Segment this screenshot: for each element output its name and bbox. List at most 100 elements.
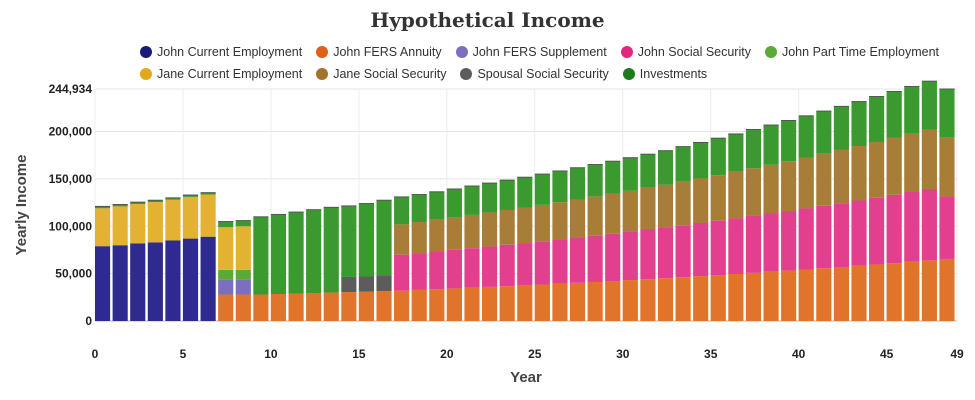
- bar-segment-8[interactable]: [482, 183, 498, 213]
- bar-segment-8[interactable]: [165, 197, 181, 200]
- bar-segment-3[interactable]: [939, 196, 955, 259]
- bar-segment-8[interactable]: [147, 200, 163, 203]
- bar-segment-0[interactable]: [165, 240, 181, 321]
- bar-segment-8[interactable]: [130, 202, 146, 205]
- bar-stack-year-3[interactable]: [147, 199, 163, 321]
- bar-stack-year-31[interactable]: [640, 153, 656, 321]
- legend-item[interactable]: John FERS Annuity: [316, 45, 442, 59]
- bar-segment-8[interactable]: [235, 220, 251, 227]
- bar-segment-5[interactable]: [95, 208, 111, 247]
- bar-segment-3[interactable]: [886, 194, 902, 264]
- bar-segment-6[interactable]: [851, 146, 867, 201]
- bar-segment-3[interactable]: [517, 243, 533, 286]
- bar-stack-year-35[interactable]: [710, 137, 726, 321]
- bar-stack-year-48[interactable]: [939, 88, 955, 321]
- bar-segment-5[interactable]: [130, 204, 146, 244]
- bar-segment-3[interactable]: [429, 251, 445, 290]
- bar-stack-year-47[interactable]: [921, 80, 937, 321]
- bar-stack-year-44[interactable]: [869, 96, 885, 321]
- bar-segment-3[interactable]: [798, 208, 814, 270]
- bar-stack-year-6[interactable]: [200, 192, 216, 321]
- bar-segment-8[interactable]: [464, 186, 480, 215]
- bar-segment-1[interactable]: [517, 285, 533, 321]
- bar-segment-8[interactable]: [640, 154, 656, 188]
- bar-segment-8[interactable]: [745, 129, 762, 169]
- bar-stack-year-42[interactable]: [833, 105, 849, 321]
- bar-segment-5[interactable]: [235, 226, 251, 270]
- bar-stack-year-0[interactable]: [95, 205, 111, 321]
- bar-stack-year-2[interactable]: [130, 201, 146, 321]
- bar-stack-year-18[interactable]: [411, 194, 427, 321]
- bar-segment-1[interactable]: [288, 293, 304, 321]
- bar-segment-3[interactable]: [640, 229, 656, 280]
- bar-stack-year-20[interactable]: [446, 188, 462, 321]
- bar-stack-year-43[interactable]: [851, 101, 867, 321]
- bar-segment-1[interactable]: [464, 287, 480, 321]
- bar-segment-6[interactable]: [446, 217, 462, 250]
- bar-segment-1[interactable]: [376, 291, 392, 321]
- bar-stack-year-9[interactable]: [253, 216, 269, 321]
- bar-segment-3[interactable]: [411, 253, 427, 290]
- bar-stack-year-21[interactable]: [464, 185, 480, 321]
- bar-segment-3[interactable]: [816, 205, 832, 269]
- bar-segment-8[interactable]: [939, 89, 955, 138]
- bar-segment-3[interactable]: [851, 200, 867, 266]
- bar-stack-year-38[interactable]: [763, 124, 779, 321]
- bar-segment-3[interactable]: [675, 225, 691, 278]
- bar-segment-8[interactable]: [869, 96, 885, 142]
- bar-segment-3[interactable]: [446, 249, 462, 289]
- bar-segment-3[interactable]: [869, 197, 885, 265]
- bar-segment-1[interactable]: [429, 289, 445, 321]
- bar-segment-8[interactable]: [569, 167, 586, 200]
- bar-segment-8[interactable]: [288, 212, 304, 294]
- bar-segment-1[interactable]: [394, 290, 410, 321]
- bar-stack-year-34[interactable]: [693, 141, 709, 321]
- bar-segment-8[interactable]: [622, 157, 638, 191]
- bar-segment-8[interactable]: [306, 209, 322, 294]
- bar-segment-6[interactable]: [429, 219, 445, 252]
- bar-segment-3[interactable]: [781, 211, 797, 271]
- bar-segment-3[interactable]: [622, 231, 638, 281]
- bar-segment-1[interactable]: [218, 294, 234, 321]
- bar-segment-1[interactable]: [411, 289, 427, 321]
- bar-segment-6[interactable]: [816, 153, 832, 206]
- bar-stack-year-26[interactable]: [552, 170, 568, 321]
- legend-item[interactable]: John Current Employment: [140, 45, 302, 59]
- bar-segment-8[interactable]: [605, 161, 621, 194]
- bar-stack-year-28[interactable]: [587, 164, 603, 321]
- bar-segment-1[interactable]: [851, 265, 867, 321]
- bar-segment-6[interactable]: [587, 196, 603, 236]
- bar-stack-year-11[interactable]: [288, 211, 304, 321]
- bar-stack-year-12[interactable]: [306, 209, 322, 321]
- legend-item[interactable]: Spousal Social Security: [460, 67, 609, 81]
- bar-segment-8[interactable]: [446, 188, 462, 218]
- bar-segment-8[interactable]: [200, 192, 216, 195]
- bar-segment-3[interactable]: [552, 239, 568, 284]
- bar-stack-year-8[interactable]: [235, 220, 251, 321]
- bar-segment-1[interactable]: [499, 286, 515, 321]
- bar-segment-8[interactable]: [270, 214, 287, 295]
- bar-segment-3[interactable]: [763, 213, 779, 272]
- bar-segment-6[interactable]: [728, 171, 744, 219]
- bar-stack-year-41[interactable]: [816, 110, 832, 321]
- bar-segment-6[interactable]: [745, 168, 762, 216]
- bar-segment-5[interactable]: [165, 199, 181, 241]
- bar-segment-1[interactable]: [833, 267, 849, 321]
- bar-segment-3[interactable]: [693, 222, 709, 277]
- bar-segment-4[interactable]: [235, 269, 251, 280]
- bar-segment-0[interactable]: [147, 242, 163, 321]
- bar-segment-8[interactable]: [552, 170, 568, 203]
- bar-stack-year-40[interactable]: [798, 115, 814, 321]
- bar-segment-6[interactable]: [394, 224, 410, 255]
- bar-segment-6[interactable]: [798, 157, 814, 209]
- legend-item[interactable]: John Part Time Employment: [764, 45, 939, 59]
- bar-stack-year-16[interactable]: [376, 199, 392, 321]
- bar-segment-8[interactable]: [341, 205, 357, 277]
- bar-segment-1[interactable]: [693, 276, 709, 321]
- bar-segment-8[interactable]: [182, 195, 199, 197]
- bar-segment-1[interactable]: [675, 277, 691, 321]
- bar-segment-3[interactable]: [745, 215, 762, 273]
- bar-segment-6[interactable]: [464, 214, 480, 249]
- bar-segment-6[interactable]: [904, 133, 920, 192]
- bar-segment-3[interactable]: [569, 237, 586, 283]
